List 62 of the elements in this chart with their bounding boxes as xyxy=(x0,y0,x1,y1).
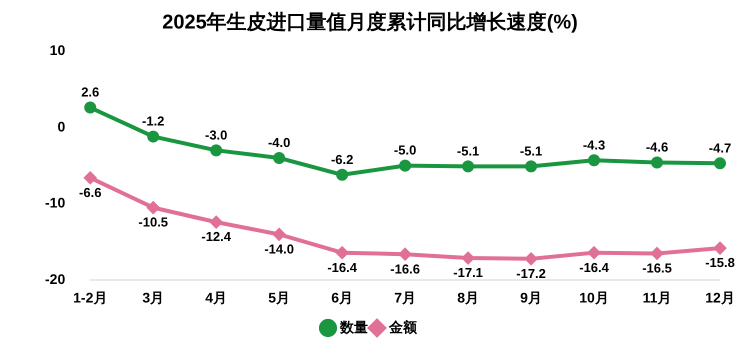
point xyxy=(462,252,474,264)
x-tick-label: 12月 xyxy=(705,289,735,306)
data-label: -16.4 xyxy=(327,260,358,275)
point xyxy=(588,246,600,259)
data-label: -15.8 xyxy=(705,255,735,270)
data-label: -5.1 xyxy=(520,143,542,158)
data-label: -5.1 xyxy=(456,143,480,158)
point xyxy=(525,160,538,172)
point xyxy=(651,156,664,169)
point xyxy=(84,102,96,114)
data-label: -4.7 xyxy=(708,140,732,156)
legend-label: 数量 xyxy=(339,318,368,335)
y-tick-label: -20 xyxy=(45,271,66,288)
data-label: -16.5 xyxy=(642,260,672,276)
chart-title: 2025年生皮进口量值月度累计同比增长速度(%) xyxy=(162,10,578,34)
data-label: -4.6 xyxy=(646,140,668,155)
data-label: -3.0 xyxy=(204,127,228,142)
legend-label: 金额 xyxy=(388,318,418,335)
x-tick-label: 3月 xyxy=(142,289,164,306)
point xyxy=(273,228,286,240)
x-tick-label: 4月 xyxy=(205,289,228,306)
data-label: -14.0 xyxy=(264,241,294,256)
point xyxy=(651,247,664,260)
point xyxy=(84,172,96,184)
point xyxy=(210,144,222,156)
point xyxy=(714,242,726,254)
point xyxy=(147,202,160,214)
point xyxy=(714,157,726,170)
data-label: -6.6 xyxy=(79,184,102,200)
y-tick-label: 0 xyxy=(57,118,66,134)
y-tick-label: 10 xyxy=(50,42,66,58)
data-label: -10.5 xyxy=(138,214,168,230)
data-label: -12.4 xyxy=(201,229,232,244)
data-label: -16.4 xyxy=(579,260,610,275)
point xyxy=(525,252,538,265)
data-label: -1.2 xyxy=(142,114,164,129)
point xyxy=(399,160,412,172)
x-tick-label: 5月 xyxy=(268,289,290,306)
x-tick-label: 1-2月 xyxy=(73,289,108,306)
point xyxy=(336,246,348,259)
data-label: -4.3 xyxy=(582,137,606,152)
x-tick-label: 9月 xyxy=(520,289,542,306)
data-label: -16.6 xyxy=(390,261,420,276)
point xyxy=(210,216,222,228)
data-label: -4.0 xyxy=(268,135,290,150)
x-tick-label: 7月 xyxy=(394,289,416,306)
data-label: -5.0 xyxy=(394,142,416,158)
point xyxy=(147,130,160,143)
data-label: -17.2 xyxy=(516,266,546,281)
data-label: -6.2 xyxy=(330,152,354,167)
data-label: -17.1 xyxy=(453,265,483,280)
x-tick-label: 10月 xyxy=(579,289,609,306)
x-tick-label: 11月 xyxy=(642,289,672,306)
point xyxy=(462,160,474,172)
data-label: 2.6 xyxy=(81,84,100,100)
point xyxy=(399,248,412,260)
x-tick-label: 8月 xyxy=(457,289,479,306)
point xyxy=(588,154,600,166)
x-tick-label: 6月 xyxy=(331,289,354,306)
y-tick-label: -10 xyxy=(45,194,66,211)
point xyxy=(273,152,286,164)
point xyxy=(336,168,348,181)
